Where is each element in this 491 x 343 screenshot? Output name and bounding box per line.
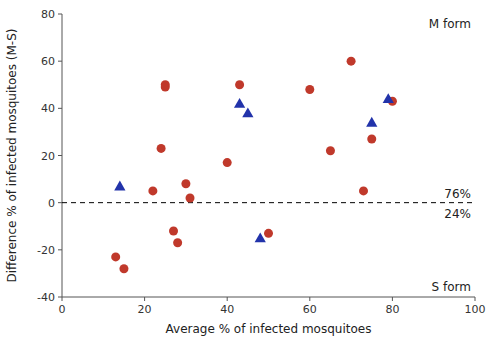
y-tick	[58, 202, 62, 203]
plot-area	[62, 57, 475, 274]
point	[223, 158, 232, 167]
point	[366, 117, 377, 127]
annotation: 24%	[444, 207, 471, 221]
point	[181, 179, 190, 188]
x-tick-label: 40	[220, 303, 234, 316]
x-tick	[144, 297, 145, 301]
point	[169, 226, 178, 235]
y-tick-label: 60	[41, 55, 55, 68]
x-tick-label: 100	[465, 303, 486, 316]
y-tick	[58, 108, 62, 109]
point	[242, 107, 253, 117]
reference-line	[62, 202, 475, 203]
annotation: M form	[429, 17, 471, 31]
point	[367, 134, 376, 143]
point	[173, 238, 182, 247]
chart: 0 20 40 60 80 100 -40 -20 0 20 40 60 80 Average % of …	[0, 0, 491, 343]
point	[114, 181, 125, 191]
y-tick	[58, 249, 62, 250]
point	[235, 80, 244, 89]
x-tick	[62, 297, 63, 301]
point	[157, 144, 166, 153]
x-tick	[475, 297, 476, 301]
y-tick-label: -20	[37, 244, 55, 257]
point	[148, 186, 157, 195]
point	[111, 252, 120, 261]
x-axis-label: Average % of infected mosquitoes	[166, 322, 372, 336]
point	[305, 85, 314, 94]
point	[161, 80, 170, 89]
point	[264, 229, 273, 238]
x-tick-label: 0	[59, 303, 66, 316]
y-axis-label: Difference % of infected mosquitoes (M-S…	[5, 29, 19, 283]
y-tick-label: 80	[41, 8, 55, 21]
y-tick	[58, 297, 62, 298]
point	[326, 146, 335, 155]
x-tick-label: 80	[385, 303, 399, 316]
point	[119, 264, 128, 273]
x-tick	[392, 297, 393, 301]
point	[234, 98, 245, 108]
x-tick-label: 20	[138, 303, 152, 316]
y-tick-label: 0	[48, 197, 55, 210]
y-tick	[58, 155, 62, 156]
x-tick	[309, 297, 310, 301]
y-tick-label: -40	[37, 291, 55, 304]
annotation: S form	[432, 280, 471, 294]
x-axis	[62, 297, 475, 298]
y-tick	[58, 61, 62, 62]
x-tick-label: 60	[303, 303, 317, 316]
x-tick	[227, 297, 228, 301]
y-tick	[58, 14, 62, 15]
point	[347, 57, 356, 66]
y-tick-label: 20	[41, 150, 55, 163]
point	[186, 193, 195, 202]
annotation: 76%	[444, 187, 471, 201]
point	[383, 93, 394, 103]
y-tick-label: 40	[41, 102, 55, 115]
point	[359, 186, 368, 195]
point	[255, 232, 266, 242]
